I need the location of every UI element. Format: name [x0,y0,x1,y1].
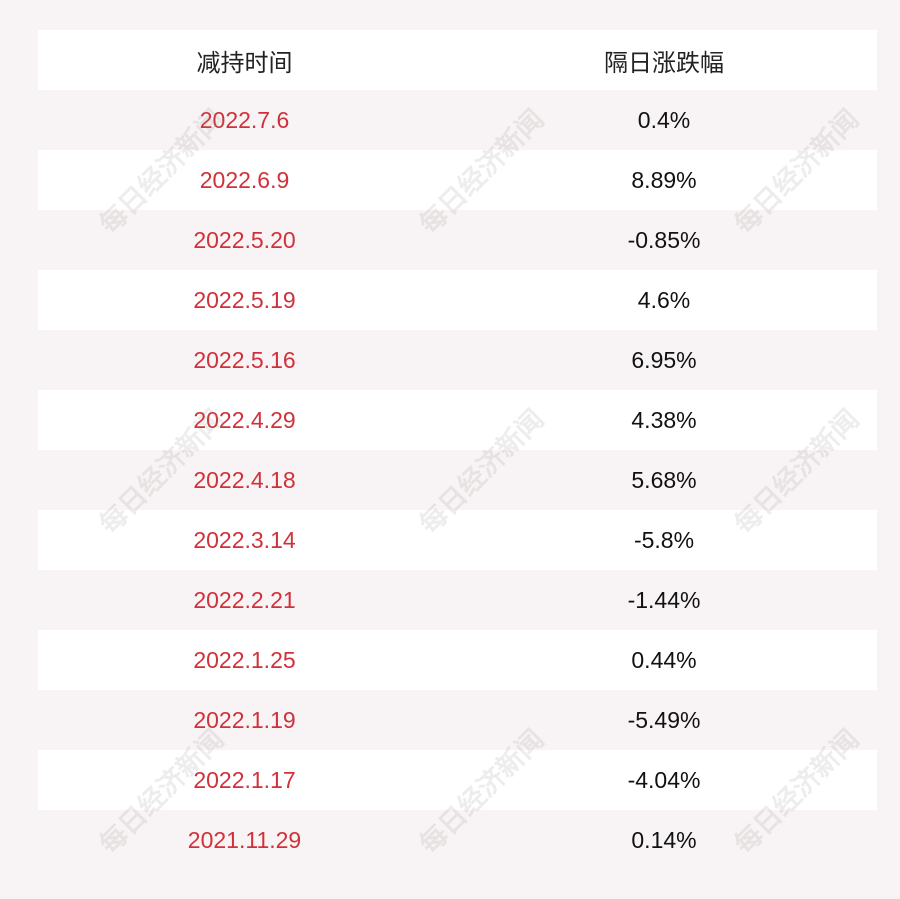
date-cell: 2022.1.19 [193,706,296,733]
date-cell: 2022.4.29 [193,406,296,433]
table-row: 2022.4.18 5.68% [38,450,877,510]
date-cell: 2022.1.25 [193,646,296,673]
date-cell: 2022.4.18 [193,466,296,493]
header-cell: 减持时间 [196,49,293,77]
date-cell: 2022.5.19 [193,286,296,313]
table-row: 2022.1.19 -5.49% [38,690,877,750]
change-cell: 4.6% [637,286,691,313]
change-cell: 8.89% [631,166,697,193]
date-cell: 2022.7.6 [199,106,290,133]
table-row: 2022.3.14 -5.8% [38,510,877,570]
table-row: 2022.5.20 -0.85% [38,210,877,270]
table-row: 2022.7.6 0.4% [38,90,877,150]
table-row: 2022.1.25 0.44% [38,630,877,690]
change-cell: -5.8% [633,526,695,553]
change-cell: 0.44% [631,646,697,673]
table-row: 2022.5.19 4.6% [38,270,877,330]
change-cell: 6.95% [631,346,697,373]
table-row: 2022.1.17 -4.04% [38,750,877,810]
change-cell: -5.49% [627,706,701,733]
change-cell: 0.14% [631,826,697,853]
table: 减持时间 隔日涨跌幅 2022.7.6 0.4% 2022.6.9 8.89% 2022.5… [38,30,877,870]
date-cell: 2022.1.17 [193,766,296,793]
table-row: 2022.5.16 6.95% [38,330,877,390]
date-cell: 2022.2.21 [193,586,296,613]
header-row: 减持时间 隔日涨跌幅 [38,30,877,90]
date-cell: 2021.11.29 [187,826,302,853]
date-cell: 2022.5.16 [193,346,296,373]
header-cell: 隔日涨跌幅 [604,49,724,77]
table-row: 2022.6.9 8.89% [38,150,877,210]
change-cell: -4.04% [627,766,701,793]
date-cell: 2022.6.9 [199,166,290,193]
change-cell: -0.85% [627,226,701,253]
table-row: 2022.2.21 -1.44% [38,570,877,630]
date-cell: 2022.5.20 [193,226,296,253]
change-cell: -1.44% [627,586,701,613]
change-cell: 4.38% [631,406,697,433]
change-cell: 0.4% [637,106,691,133]
change-cell: 5.68% [631,466,697,493]
table-row: 2021.11.29 0.14% [38,810,877,870]
date-cell: 2022.3.14 [193,526,296,553]
table-row: 2022.4.29 4.38% [38,390,877,450]
